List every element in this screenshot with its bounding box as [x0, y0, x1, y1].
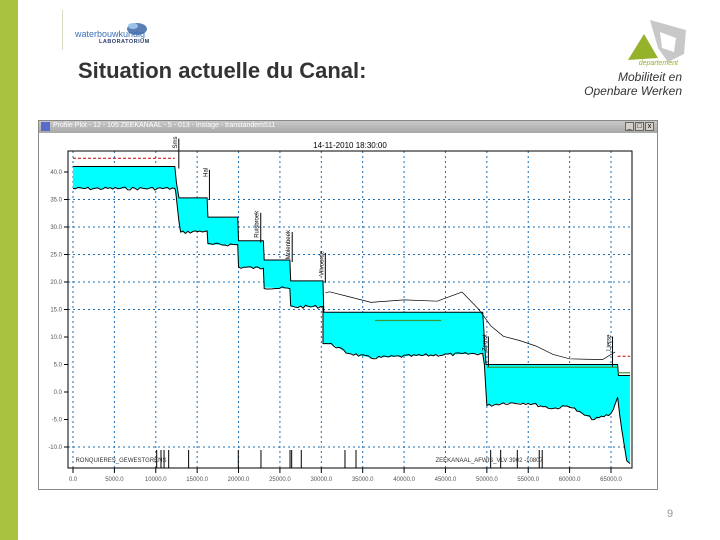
y-tick-label: 40.0: [50, 170, 62, 176]
logo-mark-icon: [127, 23, 147, 35]
y-tick-label: 5.0: [54, 363, 63, 369]
mow-logo: departement Mobiliteit en Openbare Werke…: [584, 18, 698, 103]
x-tick-label: 25000.0: [269, 477, 291, 483]
x-tick-label: 10000.0: [145, 477, 167, 483]
structure-label: Zemst: [482, 334, 488, 351]
x-tick-label: 20000.0: [228, 477, 250, 483]
slide-number: 9: [667, 508, 674, 520]
water-area: [73, 166, 631, 464]
x-tick-label: 15000.0: [186, 477, 208, 483]
accent-bar: [0, 0, 18, 540]
water-level-line: [73, 166, 631, 376]
structure-label: Hal: [203, 168, 209, 177]
y-tick-label: 20.0: [50, 280, 62, 286]
structure-label: Sms: [173, 137, 179, 149]
plot-frame: [67, 150, 633, 469]
minimize-button[interactable]: _: [625, 122, 634, 131]
bed-line: [72, 186, 631, 464]
window-title: Profile Plot - 12 - 105 ZEEKANAAL - 5 - …: [53, 122, 276, 129]
window-titlebar[interactable]: Profile Plot - 12 - 105 ZEEKANAAL - 5 - …: [39, 121, 657, 133]
x-tick-label: 40000.0: [393, 477, 415, 483]
logo-dept: departement: [638, 60, 678, 67]
structure-label: Vilvoorde: [319, 250, 325, 276]
close-button[interactable]: x: [645, 122, 654, 131]
structure-name: RONQUIERES_GEWESTGRENS: [75, 458, 166, 464]
logo-text: waterbouwkundig: [75, 29, 146, 39]
x-tick-label: 0.0: [69, 477, 78, 483]
logo-line1: Mobiliteit en: [617, 70, 682, 84]
x-tick-label: 50000.0: [476, 477, 498, 483]
y-tick-label: 10.0: [50, 335, 62, 341]
y-tick-label: 0.0: [54, 390, 63, 396]
x-tick-label: 5000.0: [105, 477, 124, 483]
x-tick-label: 30000.0: [310, 477, 332, 483]
structure-label: Ruisbroek: [255, 210, 261, 238]
x-tick-label: 60000.0: [559, 477, 581, 483]
x-tick-label: 55000.0: [517, 477, 539, 483]
y-tick-label: 15.0: [50, 308, 62, 314]
x-tick-label: 65000.0: [600, 477, 622, 483]
y-tick-label: 35.0: [50, 198, 62, 204]
chart-title: 14-11-2010 18:30:00: [313, 141, 387, 150]
structure-label: Molenbeek: [286, 229, 292, 259]
structure-name: ZEEKANAAL_AFWIS_VLV 3902 -10807: [436, 458, 544, 464]
x-tick-label: 45000.0: [435, 477, 457, 483]
structure-label: Lierse: [607, 334, 613, 351]
x-tick-label: 35000.0: [352, 477, 374, 483]
app-icon: [41, 122, 50, 131]
logo-subtext: LABORATORIUM: [99, 39, 150, 45]
page-title: Situation actuelle du Canal:: [78, 58, 367, 83]
y-tick-label: 30.0: [50, 225, 62, 231]
y-tick-label: -10.0: [48, 445, 62, 451]
maximize-button[interactable]: □: [635, 122, 644, 131]
bank-line: [325, 291, 616, 360]
divider: [62, 10, 63, 50]
y-tick-label: 25.0: [50, 253, 62, 259]
mow-mark-icon: [628, 20, 686, 62]
y-tick-label: -5.0: [52, 418, 63, 424]
logo-line2: Openbare Werken: [584, 84, 682, 98]
